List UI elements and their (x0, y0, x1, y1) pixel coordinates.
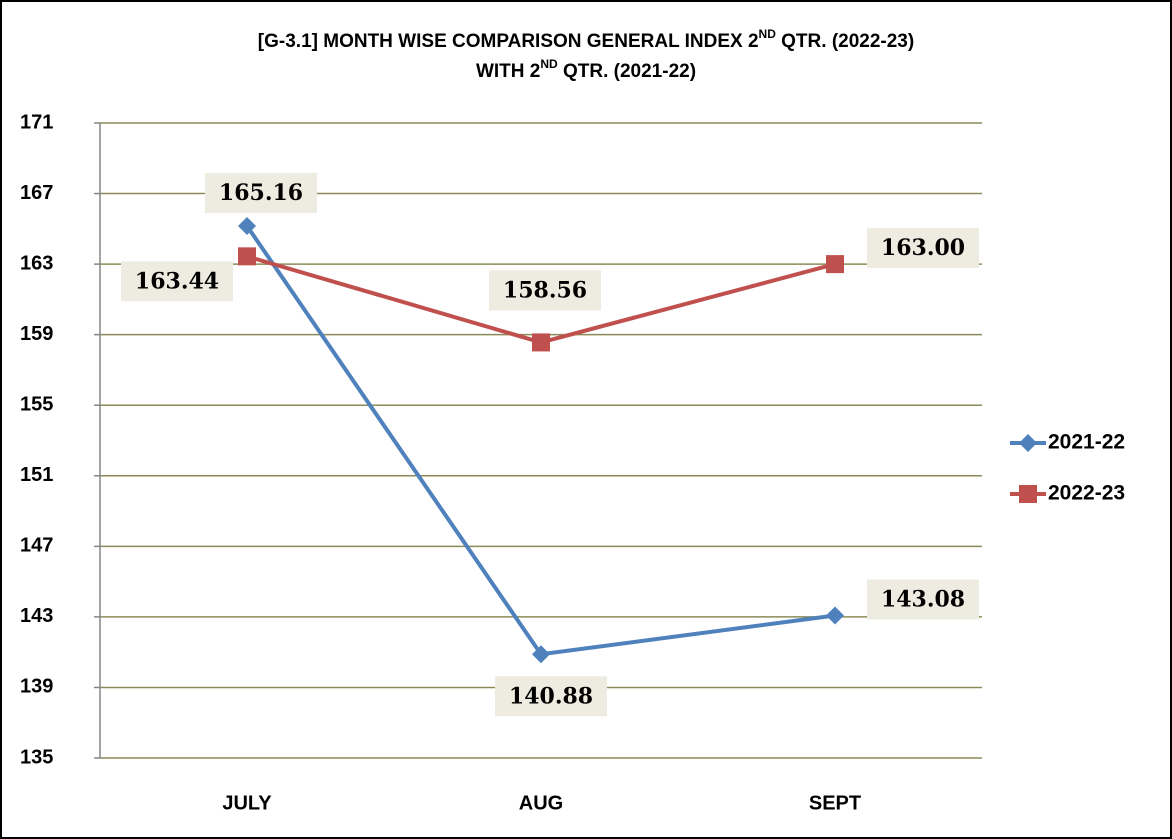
y-tick-label: 143 (20, 605, 53, 627)
data-point (826, 606, 844, 625)
title-part: [G-3.1] MONTH WISE COMPARISON GENERAL IN… (258, 31, 759, 52)
data-label: 163.44 (135, 268, 219, 294)
y-tick-label: 151 (20, 464, 53, 486)
data-point (532, 333, 550, 352)
title-part: QTR. (2021-22) (558, 61, 696, 82)
x-tick-label: JULY (222, 792, 272, 814)
data-point (532, 645, 550, 664)
y-tick-label: 163 (20, 252, 53, 274)
x-tick-label: SEPT (809, 792, 861, 814)
data-label: 163.00 (881, 235, 965, 261)
data-label-box (205, 173, 317, 214)
x-tick-label: AUG (519, 792, 563, 814)
data-point (238, 247, 256, 266)
title-superscript: ND (759, 27, 777, 41)
data-label: 143.08 (881, 586, 965, 612)
y-tick-label: 139 (20, 676, 53, 698)
title-superscript: ND (540, 57, 558, 71)
data-point (826, 255, 844, 274)
title-part: QTR. (2022-23) (776, 31, 914, 52)
data-label-box (495, 676, 607, 717)
data-point (238, 217, 256, 236)
chart-title: WITH 2ND QTR. (2021-22) (476, 57, 696, 82)
y-tick-label: 147 (20, 535, 53, 557)
y-tick-label: 159 (20, 323, 53, 345)
legend-label: 2022-23 (1048, 482, 1125, 505)
y-tick-label: 135 (20, 746, 53, 768)
data-label-box (121, 261, 233, 302)
data-label: 140.88 (509, 683, 593, 709)
data-label-box (867, 228, 979, 269)
legend-marker (1019, 434, 1037, 452)
data-label: 165.16 (219, 180, 303, 206)
legend-label: 2021-22 (1048, 431, 1125, 454)
y-tick-label: 171 (20, 111, 53, 133)
data-label-box (489, 270, 601, 311)
data-label: 158.56 (503, 277, 587, 303)
data-label-box (867, 579, 979, 620)
title-part: WITH 2 (476, 61, 540, 82)
legend-marker (1019, 485, 1037, 503)
y-tick-label: 167 (20, 182, 53, 204)
y-tick-label: 155 (20, 394, 53, 416)
chart-title: [G-3.1] MONTH WISE COMPARISON GENERAL IN… (258, 27, 914, 52)
